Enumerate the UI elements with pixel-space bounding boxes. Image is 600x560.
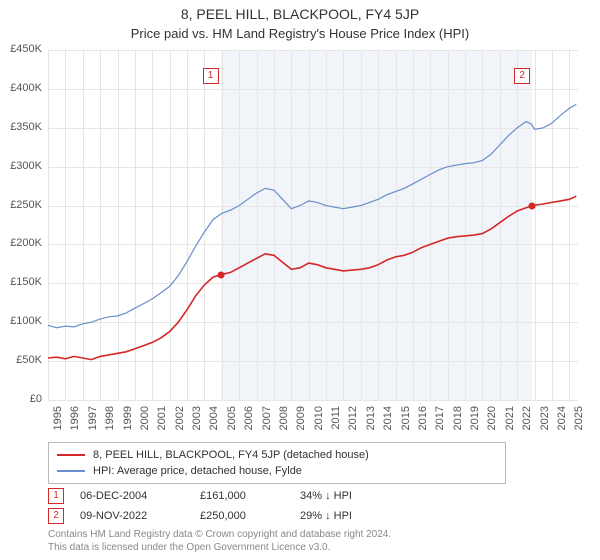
x-axis-label: 2001: [156, 406, 168, 430]
chart-svg: [48, 50, 578, 400]
y-axis-label: £300K: [0, 160, 42, 172]
x-axis-label: 2005: [226, 406, 238, 430]
y-axis-label: £350K: [0, 121, 42, 133]
y-axis-label: £0: [0, 393, 42, 405]
sale-row-marker: 2: [48, 508, 64, 524]
y-axis-label: £50K: [0, 354, 42, 366]
footnote-line: This data is licensed under the Open Gov…: [48, 541, 391, 554]
chart-area: £0£50K£100K£150K£200K£250K£300K£350K£400…: [48, 50, 578, 400]
x-axis-label: 2002: [174, 406, 186, 430]
x-axis-label: 2024: [556, 406, 568, 430]
y-axis-label: £100K: [0, 315, 42, 327]
series-price: [48, 196, 576, 359]
legend-label: HPI: Average price, detached house, Fyld…: [93, 465, 302, 477]
legend-label: 8, PEEL HILL, BLACKPOOL, FY4 5JP (detach…: [93, 449, 369, 461]
sale-row-marker: 1: [48, 488, 64, 504]
legend-item: HPI: Average price, detached house, Fyld…: [57, 463, 497, 479]
x-axis-label: 1997: [87, 406, 99, 430]
x-axis-label: 2008: [278, 406, 290, 430]
chart-container: 8, PEEL HILL, BLACKPOOL, FY4 5JP Price p…: [0, 0, 600, 560]
sale-marker: 1: [203, 68, 219, 84]
x-axis-label: 2010: [313, 406, 325, 430]
sale-row: 1 06-DEC-2004£161,00034% ↓ HPI: [48, 486, 400, 506]
x-axis-label: 2012: [347, 406, 359, 430]
x-axis-label: 2016: [417, 406, 429, 430]
x-axis-label: 2022: [521, 406, 533, 430]
sale-row: 2 09-NOV-2022£250,00029% ↓ HPI: [48, 506, 400, 526]
sale-marker: 2: [514, 68, 530, 84]
x-axis-label: 1999: [122, 406, 134, 430]
sale-date: 06-DEC-2004: [80, 486, 200, 506]
legend-swatch: [57, 454, 85, 456]
sales-table: 1 06-DEC-2004£161,00034% ↓ HPI 2 09-NOV-202…: [48, 486, 400, 526]
y-axis-label: £450K: [0, 43, 42, 55]
footnote: Contains HM Land Registry data © Crown c…: [48, 528, 391, 554]
x-axis-label: 1996: [69, 406, 81, 430]
footnote-line: Contains HM Land Registry data © Crown c…: [48, 528, 391, 541]
x-axis-label: 2009: [295, 406, 307, 430]
sale-price: £250,000: [200, 506, 300, 526]
x-axis-label: 2000: [139, 406, 151, 430]
x-axis-label: 2015: [400, 406, 412, 430]
sale-dot: [217, 271, 224, 278]
x-axis-label: 2023: [539, 406, 551, 430]
title-address: 8, PEEL HILL, BLACKPOOL, FY4 5JP: [0, 0, 600, 22]
legend-swatch: [57, 470, 85, 472]
title-subtitle: Price paid vs. HM Land Registry's House …: [0, 22, 600, 47]
x-axis-label: 1998: [104, 406, 116, 430]
sale-dot: [529, 202, 536, 209]
x-axis-label: 2021: [504, 406, 516, 430]
gridline: [48, 400, 578, 401]
y-axis-label: £150K: [0, 276, 42, 288]
x-axis-label: 2017: [434, 406, 446, 430]
y-axis-label: £250K: [0, 199, 42, 211]
x-axis-label: 2013: [365, 406, 377, 430]
x-axis-label: 2025: [573, 406, 585, 430]
x-axis-label: 2003: [191, 406, 203, 430]
x-axis-label: 2020: [486, 406, 498, 430]
x-axis-label: 2007: [261, 406, 273, 430]
sale-price: £161,000: [200, 486, 300, 506]
sale-date: 09-NOV-2022: [80, 506, 200, 526]
legend: 8, PEEL HILL, BLACKPOOL, FY4 5JP (detach…: [48, 442, 506, 484]
x-axis-label: 2014: [382, 406, 394, 430]
x-axis-label: 2018: [452, 406, 464, 430]
y-axis-label: £400K: [0, 82, 42, 94]
x-axis-label: 2019: [469, 406, 481, 430]
series-hpi: [48, 104, 576, 327]
x-axis-label: 2011: [330, 406, 342, 430]
legend-item: 8, PEEL HILL, BLACKPOOL, FY4 5JP (detach…: [57, 447, 497, 463]
x-axis-label: 1995: [52, 406, 64, 430]
x-axis-label: 2006: [243, 406, 255, 430]
x-axis-label: 2004: [208, 406, 220, 430]
y-axis-label: £200K: [0, 237, 42, 249]
sale-diff: 29% ↓ HPI: [300, 506, 400, 526]
sale-diff: 34% ↓ HPI: [300, 486, 400, 506]
